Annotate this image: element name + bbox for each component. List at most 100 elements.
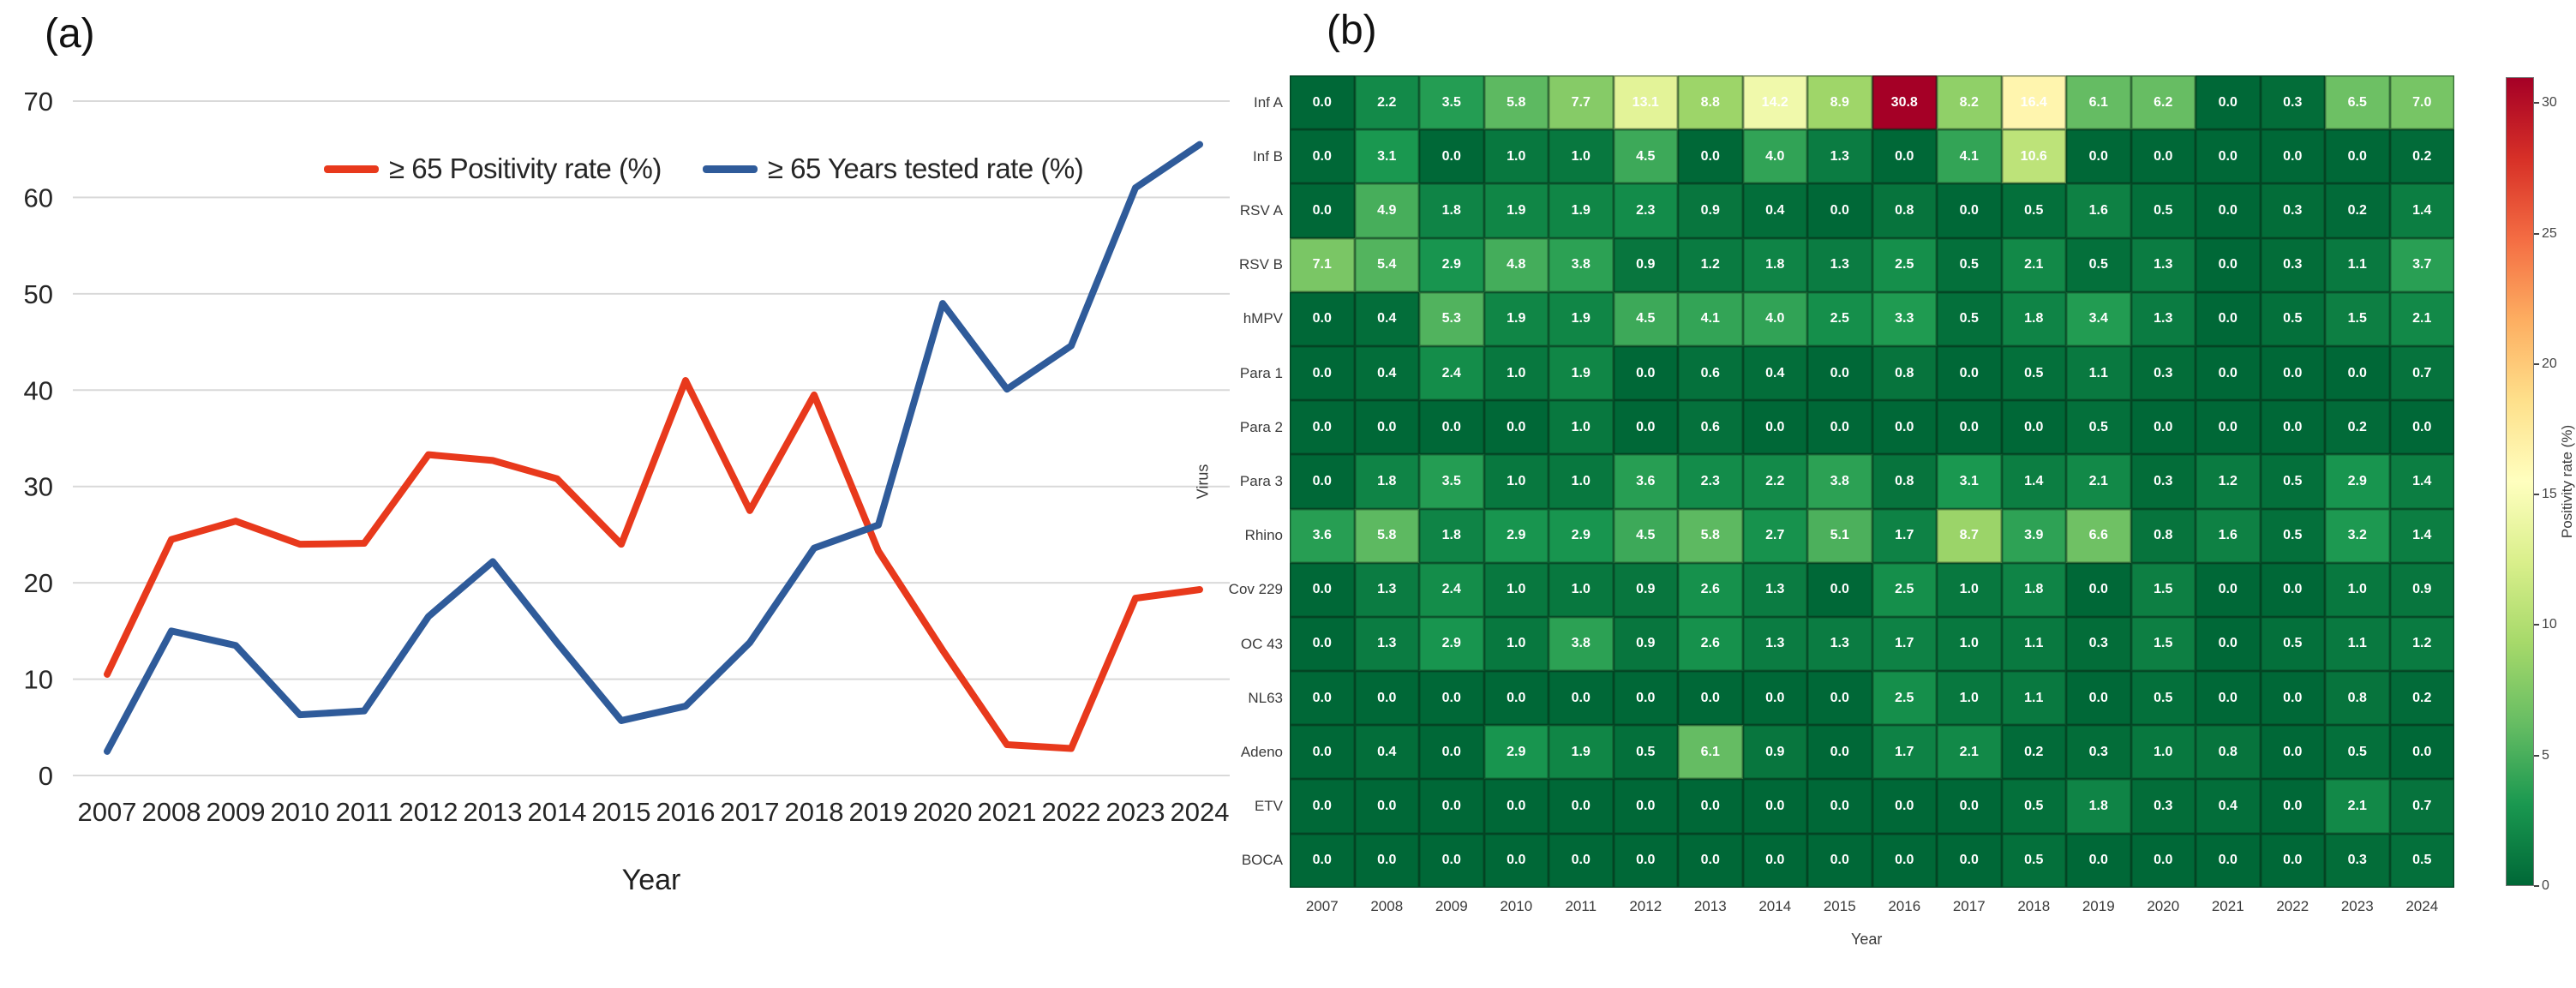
heatmap-cell: 1.8 xyxy=(2001,291,2066,346)
x-tick-label: 2016 xyxy=(656,797,716,827)
heatmap-cell: 0.5 xyxy=(2325,725,2390,780)
heatmap-cell: 0.0 xyxy=(1290,671,1355,726)
heatmap-cell: 4.5 xyxy=(1613,129,1678,184)
heatmap-cell: 1.9 xyxy=(1483,183,1549,238)
heatmap-col-label: 2015 xyxy=(1823,898,1856,914)
heatmap-cell: 4.5 xyxy=(1613,291,1678,346)
heatmap-cell: 2.9 xyxy=(2325,454,2390,509)
heatmap-cell: 0.0 xyxy=(1419,129,1484,184)
heatmap-row-label: hMPV xyxy=(1243,310,1283,327)
heatmap-cell: 0.0 xyxy=(1872,129,1937,184)
heatmap-cell: 3.2 xyxy=(2325,508,2390,563)
heatmap-cell: 1.0 xyxy=(1937,616,2002,672)
heatmap-row-label: Cov 229 xyxy=(1228,581,1283,598)
heatmap-cell: 3.5 xyxy=(1419,75,1484,130)
heatmap-row-label: Para 2 xyxy=(1239,418,1283,435)
heatmap-cell: 1.1 xyxy=(2325,237,2390,292)
heatmap-cell: 0.0 xyxy=(1290,725,1355,780)
heatmap-cell: 0.3 xyxy=(2130,454,2196,509)
legend-entry-positivity: ≥ 65 Positivity rate (%) xyxy=(324,153,662,185)
heatmap-cell: 0.0 xyxy=(1290,779,1355,834)
x-tick-label: 2012 xyxy=(399,797,458,827)
heatmap-cell: 0.0 xyxy=(2196,237,2261,292)
heatmap-cell: 7.0 xyxy=(2389,75,2454,130)
heatmap-cell: 3.1 xyxy=(1937,454,2002,509)
heatmap-cell: 0.5 xyxy=(1937,291,2002,346)
heatmap-row-label: RSV A xyxy=(1239,202,1283,219)
heatmap-cell: 0.0 xyxy=(1483,833,1549,888)
y-tick-label: 10 xyxy=(24,665,53,695)
heatmap-cell: 0.6 xyxy=(1678,345,1743,401)
heatmap-cell: 6.6 xyxy=(2066,508,2131,563)
colorbar-tick-label: 25 xyxy=(2542,225,2557,241)
heatmap-cell: 0.5 xyxy=(2260,291,2325,346)
panel-a-label: (a) xyxy=(45,11,95,57)
heatmap-cell: 2.5 xyxy=(1872,237,1937,292)
heatmap-cell: 0.0 xyxy=(1354,671,1419,726)
heatmap-cell: 1.8 xyxy=(2001,562,2066,617)
heatmap-cell: 0.0 xyxy=(1419,779,1484,834)
colorbar-tick-label: 30 xyxy=(2542,95,2557,111)
heatmap-cell: 30.8 xyxy=(1872,75,1937,130)
heatmap-cell: 1.9 xyxy=(1549,183,1614,238)
heatmap-cell: 0.4 xyxy=(1742,345,1807,401)
line-chart-xlabel: Year xyxy=(622,864,681,896)
heatmap-cell: 0.0 xyxy=(2196,562,2261,617)
heatmap-cell: 0.7 xyxy=(2389,345,2454,401)
heatmap-cell: 2.2 xyxy=(1354,75,1419,130)
heatmap-cell: 2.1 xyxy=(2325,779,2390,834)
heatmap-row-label: OC 43 xyxy=(1240,635,1283,652)
heatmap-cell: 0.2 xyxy=(2389,671,2454,726)
heatmap-cell: 0.9 xyxy=(1613,562,1678,617)
heatmap-cell: 0.5 xyxy=(2260,508,2325,563)
heatmap-cell: 1.8 xyxy=(1419,183,1484,238)
heatmap-cell: 0.7 xyxy=(2389,779,2454,834)
heatmap-col-label: 2014 xyxy=(1758,898,1792,914)
colorbar-tick-label: 15 xyxy=(2542,487,2557,502)
heatmap-row-label: Adeno xyxy=(1240,744,1283,760)
heatmap-col-label: 2023 xyxy=(2340,898,2374,914)
positivity-series-swatch xyxy=(324,165,379,173)
heatmap-cell: 0.0 xyxy=(1483,671,1549,726)
heatmap-cell: 2.9 xyxy=(1483,508,1549,563)
heatmap-cell: 1.9 xyxy=(1549,725,1614,780)
tested-series-label: ≥ 65 Years tested rate (%) xyxy=(767,153,1084,184)
heatmap-cell: 0.0 xyxy=(2260,129,2325,184)
heatmap-cell: 0.5 xyxy=(2001,183,2066,238)
heatmap-cell: 0.0 xyxy=(2066,671,2131,726)
heatmap-col-label: 2012 xyxy=(1629,898,1662,914)
heatmap-cell: 0.0 xyxy=(2196,833,2261,888)
heatmap-cell: 0.0 xyxy=(1483,400,1549,455)
heatmap-cell: 0.0 xyxy=(2196,345,2261,401)
heatmap-cell: 0.2 xyxy=(2001,725,2066,780)
heatmap-cell: 16.4 xyxy=(2001,75,2066,130)
heatmap-cell: 1.3 xyxy=(1742,616,1807,672)
heatmap-cell: 0.0 xyxy=(1807,833,1872,888)
heatmap-cell: 1.9 xyxy=(1549,345,1614,401)
heatmap-cell: 0.0 xyxy=(2196,129,2261,184)
heatmap-cell: 0.0 xyxy=(1549,833,1614,888)
heatmap-cell: 0.5 xyxy=(2260,616,2325,672)
heatmap-cell: 0.2 xyxy=(2389,129,2454,184)
heatmap-cell: 0.0 xyxy=(1354,779,1419,834)
heatmap-cell: 0.0 xyxy=(1742,671,1807,726)
colorbar-tick-label: 10 xyxy=(2542,617,2557,632)
heatmap-cell: 0.5 xyxy=(2066,237,2131,292)
heatmap-cell: 0.0 xyxy=(2260,779,2325,834)
y-tick-label: 0 xyxy=(39,761,53,791)
heatmap-cell: 8.2 xyxy=(1937,75,2002,130)
heatmap-cell: 0.5 xyxy=(1613,725,1678,780)
heatmap-cell: 1.0 xyxy=(1549,562,1614,617)
heatmap-cell: 2.9 xyxy=(1483,725,1549,780)
heatmap-row-label: BOCA xyxy=(1241,852,1283,869)
colorbar-tick-mark xyxy=(2534,754,2539,757)
heatmap-xlabel: Year xyxy=(1851,931,1883,948)
colorbar-label: Positivity rate (%) xyxy=(2559,424,2575,539)
heatmap-cell: 1.2 xyxy=(2196,454,2261,509)
heatmap-cell: 0.0 xyxy=(1419,400,1484,455)
heatmap-cell: 1.5 xyxy=(2130,562,2196,617)
heatmap-cell: 0.0 xyxy=(1290,833,1355,888)
line-chart-legend: ≥ 65 Positivity rate (%) ≥ 65 Years test… xyxy=(324,153,1084,185)
colorbar-tick-mark xyxy=(2534,232,2539,235)
heatmap-cell: 3.8 xyxy=(1549,616,1614,672)
